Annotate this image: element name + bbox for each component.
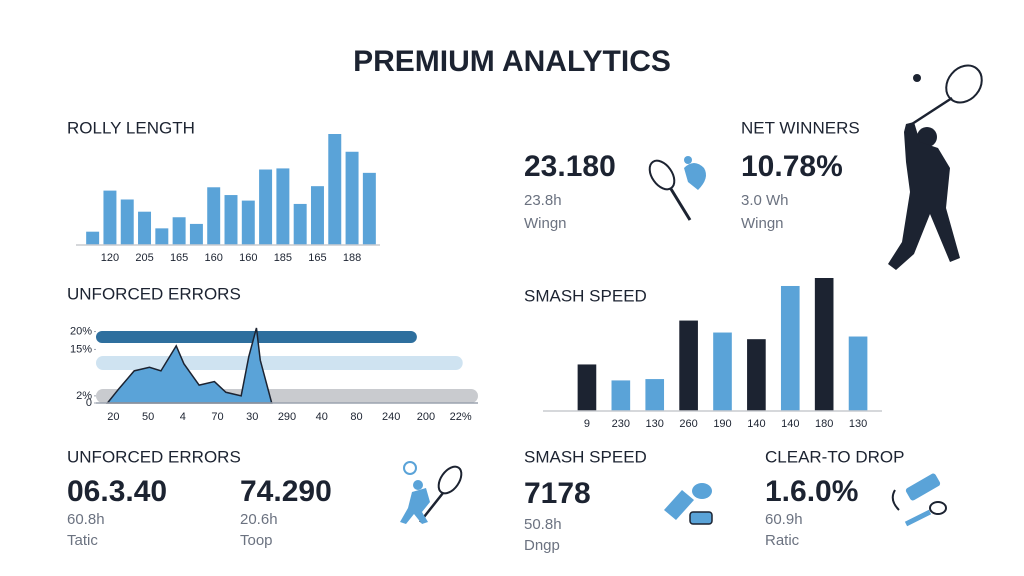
- bar: [224, 195, 238, 245]
- area: [105, 327, 273, 404]
- chart-title: SMASH SPEED: [524, 286, 647, 305]
- bar: [155, 228, 169, 245]
- x-tick-label: 205: [135, 252, 153, 264]
- player-icon: [400, 461, 463, 524]
- x-tick-label: 120: [101, 252, 119, 264]
- racket-icon: [891, 473, 947, 527]
- kpi-heading: SMASH SPEED: [524, 447, 647, 466]
- bar: [189, 223, 203, 245]
- bar: [328, 134, 342, 245]
- bar: [86, 231, 100, 245]
- x-tick-label: 200: [417, 411, 435, 423]
- bar: [259, 169, 273, 245]
- y-tick-label: 20%: [70, 325, 92, 337]
- x-tick-label: 240: [382, 411, 400, 423]
- shuttlecock-icon: [664, 483, 713, 525]
- x-tick-label: 230: [612, 418, 630, 430]
- kpi-heading: NET WINNERS: [741, 118, 860, 137]
- kpi-heading: UNFORCED ERRORS: [67, 447, 241, 466]
- bar: [241, 200, 255, 245]
- x-tick-label: 185: [274, 252, 292, 264]
- kpi-value: 06.3.40: [67, 475, 167, 508]
- kpi-label: Ratic: [765, 532, 800, 549]
- chart-title: UNFORCED ERRORS: [67, 284, 241, 303]
- x-tick-label: 160: [205, 252, 223, 264]
- kpi-label: Dngp: [524, 537, 560, 554]
- bar: [293, 203, 307, 245]
- x-tick-label: 165: [170, 252, 188, 264]
- kpi-sub: 3.0 Wh: [741, 192, 789, 209]
- x-tick-label: 22%: [450, 411, 472, 423]
- kpi-label: Tatic: [67, 532, 98, 549]
- kpi-sub: 50.8h: [524, 516, 562, 533]
- x-tick-label: 165: [308, 252, 326, 264]
- kpi-label: Wingn: [741, 215, 784, 232]
- x-tick-label: 20: [107, 411, 119, 423]
- kpi-sub: 23.8h: [524, 192, 562, 209]
- x-tick-label: 190: [713, 418, 731, 430]
- bar: [848, 336, 868, 411]
- kpi-sub: 60.8h: [67, 511, 105, 528]
- page-title: PREMIUM ANALYTICS: [353, 45, 671, 78]
- x-tick-label: 160: [239, 252, 257, 264]
- chart-title: ROLLY LENGTH: [67, 118, 195, 137]
- bar: [103, 190, 117, 245]
- bar: [207, 187, 221, 245]
- kpi-value: 23.180: [524, 150, 616, 183]
- kpi-value: 10.78%: [741, 150, 843, 183]
- x-tick-label: 140: [781, 418, 799, 430]
- x-tick-label: 40: [316, 411, 328, 423]
- bar: [780, 285, 800, 411]
- x-tick-label: 290: [278, 411, 296, 423]
- bar: [345, 151, 359, 245]
- x-tick-label: 50: [142, 411, 154, 423]
- kpi-value: 74.290: [240, 475, 332, 508]
- x-tick-label: 130: [646, 418, 664, 430]
- kpi-heading: CLEAR-TO DROP: [765, 447, 905, 466]
- bar: [611, 380, 631, 411]
- racket-icon: [648, 156, 706, 221]
- x-tick-label: 260: [679, 418, 697, 430]
- bar: [747, 339, 766, 411]
- x-tick-label: 130: [849, 418, 867, 430]
- progress-bar: [96, 356, 463, 370]
- bar: [814, 278, 834, 411]
- bar: [276, 168, 290, 245]
- bar: [310, 186, 324, 245]
- x-tick-label: 180: [815, 418, 833, 430]
- bar: [138, 211, 152, 245]
- player-icon: [888, 64, 983, 270]
- kpi-value: 1.6.0%: [765, 475, 858, 508]
- bar: [172, 217, 186, 245]
- x-tick-label: 4: [180, 411, 186, 423]
- kpi-label: Toop: [240, 532, 273, 549]
- y-tick-label: 0: [86, 397, 92, 409]
- x-tick-label: 30: [246, 411, 258, 423]
- kpi-value: 7178: [524, 477, 591, 510]
- x-tick-label: 80: [350, 411, 362, 423]
- x-tick-label: 188: [343, 252, 361, 264]
- bar: [577, 364, 597, 411]
- bar: [645, 379, 665, 411]
- y-tick-label: 15%: [70, 343, 92, 355]
- y-tick-label: 2%: [76, 390, 92, 402]
- kpi-sub: 60.9h: [765, 511, 803, 528]
- bar: [120, 199, 134, 245]
- bar: [679, 320, 698, 411]
- bar: [362, 172, 376, 245]
- x-tick-label: 70: [211, 411, 223, 423]
- bar: [713, 332, 732, 411]
- x-tick-label: 9: [584, 418, 590, 430]
- x-tick-label: 140: [747, 418, 765, 430]
- kpi-label: Wingn: [524, 215, 567, 232]
- kpi-sub: 20.6h: [240, 511, 278, 528]
